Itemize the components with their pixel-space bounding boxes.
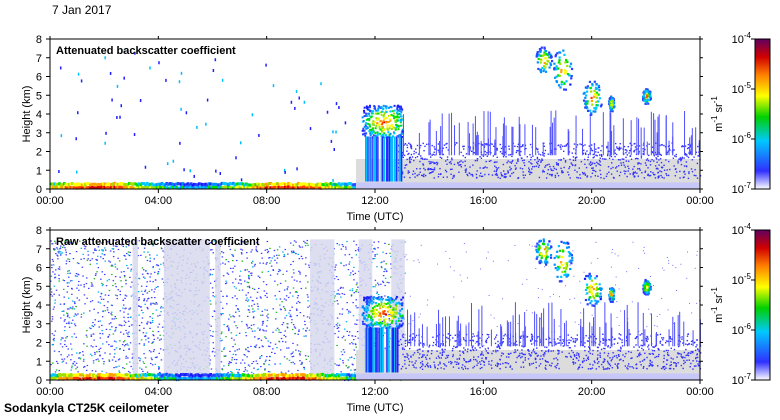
- x-tick-label: 20:00: [578, 195, 606, 207]
- y-tick-label: 3: [36, 319, 42, 331]
- panel-2: 0 1 2 3 4 5 6 7 8 00:00 04:00 08:00 12:00 16:00 20:00 0…: [21, 222, 771, 414]
- surface-layer: [50, 372, 359, 381]
- colorbar-label: m-1 sr-1: [710, 287, 725, 323]
- x-tick-label: 08:00: [253, 195, 281, 207]
- low-signal-field: [356, 110, 702, 189]
- colorbar-label: m-1 sr-1: [710, 96, 725, 132]
- y-tick-label: 3: [36, 128, 42, 140]
- y-tick-label: 1: [36, 356, 42, 368]
- date-label: 7 Jan 2017: [52, 3, 112, 17]
- panel-title: Attenuated backscatter coefficient: [56, 45, 236, 57]
- colorbar-tick-label: 10-7: [732, 372, 752, 387]
- y-tick-label: 1: [36, 165, 42, 177]
- x-tick-label: 04:00: [145, 386, 173, 398]
- y-tick-label: 2: [36, 338, 42, 350]
- panel-1: 0 1 2 3 4 5 6 7 8 00:00 04:00 08:00 12:00 16:00 20:00 0…: [21, 31, 771, 223]
- y-tick-label: 6: [36, 263, 42, 275]
- x-tick-label: 12:00: [361, 195, 389, 207]
- y-tick-label: 4: [36, 109, 42, 121]
- y-tick-label: 5: [36, 281, 42, 293]
- y-tick-label: 7: [36, 244, 42, 256]
- high-cloud: [535, 46, 653, 116]
- colorbar: [754, 229, 771, 381]
- colorbar-tick-label: 10-5: [732, 272, 752, 287]
- y-tick-label: 0: [36, 184, 42, 196]
- surface-layer: [50, 181, 359, 190]
- colorbar-tick-label: 10-5: [732, 81, 752, 96]
- y-tick-label: 8: [36, 225, 42, 237]
- panel-title: Raw attenuated backscatter coefficient: [56, 236, 260, 248]
- x-axis-label: Time (UTC): [346, 211, 403, 223]
- x-tick-label: 20:00: [578, 386, 606, 398]
- y-axis-label: Height (km): [21, 277, 33, 334]
- high-cloud: [535, 238, 652, 307]
- colorbar-tick-label: 10-6: [732, 322, 752, 337]
- y-axis-label: Height (km): [21, 86, 33, 143]
- x-tick-label: 16:00: [470, 386, 498, 398]
- x-tick-label: 00:00: [686, 386, 714, 398]
- x-tick-label: 00:00: [686, 195, 714, 207]
- y-tick-label: 5: [36, 90, 42, 102]
- colorbar: [754, 38, 771, 190]
- colorbar-tick-label: 10-7: [732, 181, 752, 196]
- x-tick-label: 04:00: [145, 195, 173, 207]
- low-cloud: [361, 104, 404, 182]
- x-tick-label: 00:00: [36, 386, 64, 398]
- y-tick-label: 4: [36, 300, 42, 312]
- colorbar-tick-label: 10-4: [732, 31, 752, 46]
- y-tick-label: 8: [36, 34, 42, 46]
- scattered-echoes: [58, 50, 347, 182]
- low-cloud: [361, 295, 405, 373]
- y-tick-label: 6: [36, 72, 42, 84]
- x-tick-label: 08:00: [253, 386, 281, 398]
- y-tick-label: 7: [36, 53, 42, 65]
- x-axis-label: Time (UTC): [346, 402, 403, 414]
- x-tick-label: 16:00: [470, 195, 498, 207]
- x-tick-label: 12:00: [361, 386, 389, 398]
- y-tick-label: 2: [36, 147, 42, 159]
- colorbar-tick-label: 10-6: [732, 131, 752, 146]
- y-tick-label: 0: [36, 375, 42, 387]
- instrument-label: Sodankyla CT25K ceilometer: [4, 401, 169, 415]
- x-tick-label: 00:00: [36, 195, 64, 207]
- colorbar-tick-label: 10-4: [732, 222, 752, 237]
